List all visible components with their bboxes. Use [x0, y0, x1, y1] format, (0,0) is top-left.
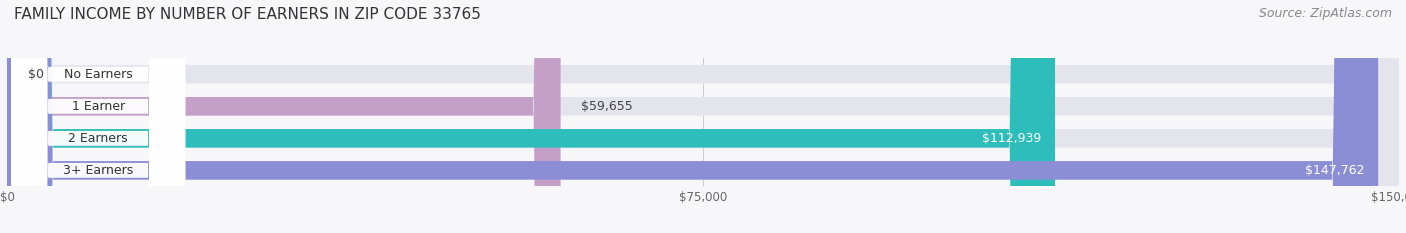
FancyBboxPatch shape	[7, 0, 561, 233]
Text: Source: ZipAtlas.com: Source: ZipAtlas.com	[1258, 7, 1392, 20]
Text: $147,762: $147,762	[1305, 164, 1364, 177]
FancyBboxPatch shape	[11, 0, 186, 233]
Text: $112,939: $112,939	[981, 132, 1040, 145]
Text: 1 Earner: 1 Earner	[72, 100, 125, 113]
Text: $59,655: $59,655	[582, 100, 633, 113]
Text: FAMILY INCOME BY NUMBER OF EARNERS IN ZIP CODE 33765: FAMILY INCOME BY NUMBER OF EARNERS IN ZI…	[14, 7, 481, 22]
FancyBboxPatch shape	[7, 0, 21, 233]
FancyBboxPatch shape	[7, 0, 1399, 233]
Text: 2 Earners: 2 Earners	[69, 132, 128, 145]
FancyBboxPatch shape	[7, 0, 1399, 233]
FancyBboxPatch shape	[7, 0, 1399, 233]
Text: No Earners: No Earners	[63, 68, 132, 81]
Text: $0: $0	[28, 68, 44, 81]
FancyBboxPatch shape	[7, 0, 1399, 233]
FancyBboxPatch shape	[11, 0, 186, 233]
FancyBboxPatch shape	[7, 0, 1054, 233]
FancyBboxPatch shape	[11, 0, 186, 233]
FancyBboxPatch shape	[7, 0, 1378, 233]
Text: 3+ Earners: 3+ Earners	[63, 164, 134, 177]
FancyBboxPatch shape	[11, 0, 186, 233]
